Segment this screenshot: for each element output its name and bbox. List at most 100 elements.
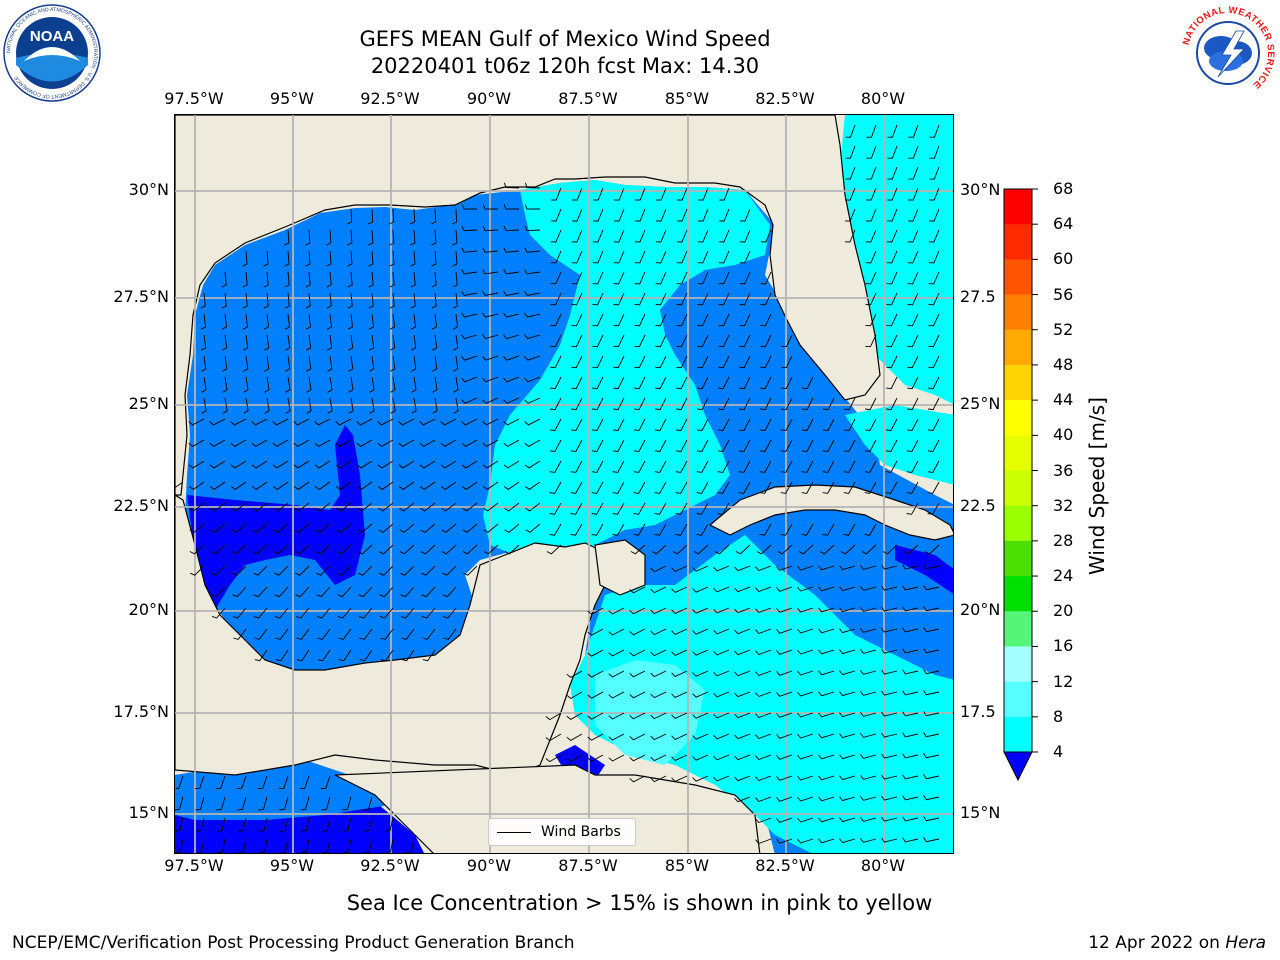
wind-barb <box>524 312 541 318</box>
wind-barb <box>654 439 667 452</box>
wind-barb <box>860 817 877 822</box>
wind-barb <box>210 502 226 512</box>
wind-barb <box>907 397 919 411</box>
wind-barb <box>907 229 919 243</box>
lat-label-left: 20°N <box>128 600 169 619</box>
wind-barb <box>566 754 583 762</box>
wind-barb <box>570 439 583 452</box>
wind-barb <box>549 481 562 494</box>
wind-barb <box>650 712 667 720</box>
wind-barb <box>251 439 268 447</box>
wind-barb <box>864 439 877 452</box>
lon-label-bottom: 90°W <box>466 856 512 875</box>
wind-barb <box>902 711 919 717</box>
wind-barb <box>571 313 583 327</box>
wind-barb <box>254 628 268 640</box>
wind-barb <box>655 229 667 243</box>
wind-barb <box>903 544 919 555</box>
wind-barb <box>440 460 457 469</box>
wind-barb <box>570 460 583 473</box>
wind-barb <box>759 523 772 536</box>
wind-barb <box>923 795 940 801</box>
wind-barb <box>713 565 730 572</box>
wind-barb <box>923 774 940 780</box>
wind-barb <box>676 397 688 411</box>
wind-barb <box>860 586 877 591</box>
wind-barb <box>570 418 583 431</box>
wind-barb <box>907 376 919 390</box>
wind-barb <box>253 607 268 619</box>
wind-barb <box>335 439 352 447</box>
wind-barb <box>676 271 688 285</box>
wind-barb <box>389 229 395 246</box>
wind-barb <box>524 182 541 189</box>
wind-barb <box>698 208 709 222</box>
wind-barb <box>780 481 793 494</box>
wind-barb <box>524 290 541 297</box>
wind-barb <box>592 292 604 306</box>
wind-barb <box>671 733 688 740</box>
wind-barb <box>272 418 289 426</box>
wind-barb <box>335 418 352 426</box>
wind-barb <box>398 439 415 447</box>
wind-barb <box>431 271 437 288</box>
colorbar-segment <box>1004 505 1032 542</box>
wind-barb <box>242 271 248 288</box>
wind-barb <box>368 334 375 351</box>
wind-barb <box>379 565 394 576</box>
wind-barb <box>237 817 247 832</box>
wind-barb <box>550 250 562 264</box>
wind-barb <box>822 439 835 452</box>
wind-barb <box>881 627 898 633</box>
lat-label-left: 27.5°N <box>113 287 169 306</box>
wind-barb <box>656 187 667 201</box>
wind-barb <box>295 607 310 619</box>
lat-label-right: 25°N <box>960 394 1001 413</box>
wind-barb <box>781 334 793 348</box>
wind-barb <box>651 544 667 555</box>
wind-barb <box>524 418 541 426</box>
wind-barb <box>390 355 396 372</box>
wind-barb <box>608 733 625 741</box>
wind-barb <box>713 754 730 761</box>
wind-barb <box>776 607 793 613</box>
wind-barb <box>550 229 562 243</box>
wind-barb <box>818 796 835 802</box>
wind-barb <box>461 355 478 361</box>
wind-barb <box>839 586 856 592</box>
wind-barb <box>907 334 919 348</box>
wind-barb <box>274 607 289 619</box>
wind-barb <box>209 481 226 490</box>
colorbar-tick-label: 20 <box>1053 601 1074 621</box>
wind-barb <box>272 439 289 447</box>
colorbar-segment <box>1004 435 1032 471</box>
wind-barb <box>347 271 353 288</box>
noaa-logo: NOAA NATIONAL OCEANIC AND ATMOSPHERIC AD… <box>2 3 102 103</box>
wind-barb <box>420 544 436 555</box>
wind-barb <box>881 753 898 759</box>
wind-barb <box>275 628 289 640</box>
wind-barb <box>781 376 793 390</box>
wind-barb <box>284 334 291 351</box>
wind-barb <box>442 607 457 619</box>
wind-barb <box>420 502 436 512</box>
wind-barb <box>675 439 688 452</box>
wind-barb <box>399 544 415 555</box>
footer-credit: NCEP/EMC/Verification Post Processing Pr… <box>12 933 575 953</box>
wind-barb <box>713 586 730 593</box>
wind-barb <box>305 229 311 246</box>
wind-barb <box>524 481 541 490</box>
wind-barb <box>655 271 667 285</box>
wind-barb <box>591 481 604 494</box>
wind-barb <box>902 585 919 591</box>
wind-barb <box>696 460 709 473</box>
wind-barb <box>272 481 289 490</box>
wind-barb <box>860 754 877 759</box>
wind-barb <box>759 439 772 452</box>
wind-barb <box>222 397 228 414</box>
wind-barb <box>714 544 730 555</box>
caption: Sea Ice Concentration > 15% is shown in … <box>0 891 1280 915</box>
wind-barb <box>232 565 247 576</box>
wind-barb <box>818 649 835 655</box>
lat-label-right: 27.5 <box>960 287 996 306</box>
